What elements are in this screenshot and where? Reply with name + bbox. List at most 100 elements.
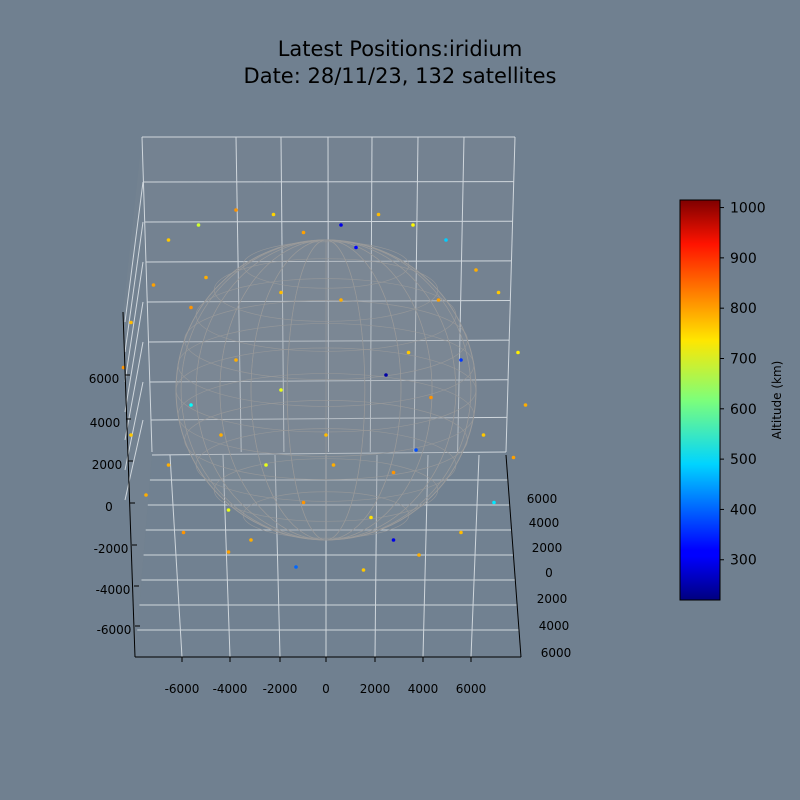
satellite-point bbox=[234, 208, 238, 212]
satellite-point bbox=[166, 238, 171, 242]
satellite-point bbox=[301, 500, 306, 505]
chart-title-line1: Latest Positions:iridium bbox=[277, 37, 523, 61]
satellite-point bbox=[189, 305, 193, 310]
satellite-point bbox=[417, 553, 421, 557]
x-tick-label: -6000 bbox=[165, 682, 200, 696]
satellite-point bbox=[264, 463, 268, 467]
z-tick-label: 6000 bbox=[89, 372, 120, 386]
grid-line bbox=[150, 416, 507, 421]
y-tick-label: 4000 bbox=[539, 619, 570, 633]
colorbar-label: Altitude (km) bbox=[770, 361, 784, 440]
colorbar-tick-label: 400 bbox=[730, 502, 757, 518]
satellite-point bbox=[301, 230, 306, 235]
grid-line bbox=[144, 220, 513, 223]
colorbar-gradient bbox=[679, 199, 721, 601]
satellite-point bbox=[361, 568, 366, 572]
satellite-point bbox=[331, 463, 336, 467]
z-tick-label: 2000 bbox=[92, 458, 123, 472]
grid-line bbox=[369, 136, 373, 453]
satellite-point bbox=[234, 358, 238, 362]
z-tick-label: -2000 bbox=[94, 542, 129, 556]
parallel-line bbox=[177, 373, 475, 457]
y-tick-label: 6000 bbox=[527, 492, 558, 506]
grid-line bbox=[327, 136, 330, 453]
satellite-point bbox=[474, 268, 478, 272]
parallel-line bbox=[175, 347, 477, 433]
satellite-point bbox=[492, 500, 496, 505]
grid-line bbox=[124, 301, 144, 413]
grid-line bbox=[505, 136, 516, 453]
colorbar: 300 400 500 600 700 800 900 1000 Altitude (km) bbox=[679, 199, 784, 601]
grid-line bbox=[145, 260, 512, 263]
chart-title-line2: Date: 28/11/23, 132 satellites bbox=[243, 64, 557, 88]
x-tick-label: 6000 bbox=[456, 682, 487, 696]
parallel-line bbox=[242, 241, 410, 289]
satellite-point bbox=[226, 508, 231, 512]
colorbar-ticks: 300 400 500 600 700 800 900 1000 bbox=[720, 201, 766, 569]
z-tick-label: -4000 bbox=[96, 583, 131, 597]
parallel-line bbox=[213, 458, 439, 522]
z-axis-line bbox=[122, 311, 136, 658]
colorbar-tick-label: 900 bbox=[730, 251, 757, 267]
satellite-point bbox=[271, 212, 276, 217]
parallel-line bbox=[213, 258, 439, 322]
grid-line bbox=[147, 299, 511, 303]
colorbar-tick-label: 800 bbox=[730, 301, 757, 317]
satellite-point bbox=[444, 238, 448, 242]
satellite-point bbox=[181, 530, 186, 535]
meridian-line bbox=[180, 239, 472, 541]
y-axis-ticks: 6000 4000 2000 0 2000 4000 6000 bbox=[527, 492, 572, 660]
satellite-point bbox=[151, 283, 156, 287]
satellite-point bbox=[249, 538, 253, 542]
satellite-point bbox=[369, 515, 373, 520]
satellite-point bbox=[226, 550, 231, 554]
satellite-point bbox=[354, 245, 358, 250]
grid-line bbox=[274, 454, 281, 658]
satellite-point bbox=[429, 395, 433, 400]
satellite-point bbox=[129, 320, 133, 325]
satellite-point bbox=[294, 565, 298, 569]
satellite-point bbox=[324, 433, 328, 437]
grid-line bbox=[280, 136, 285, 453]
parallel-line bbox=[195, 278, 457, 352]
satellite-point bbox=[406, 350, 411, 355]
satellite-point bbox=[391, 470, 396, 475]
y-tick-label: 0 bbox=[545, 566, 553, 580]
x-tick-label: 4000 bbox=[408, 682, 439, 696]
colorbar-tick-label: 500 bbox=[730, 452, 757, 468]
grid-line bbox=[149, 379, 509, 383]
satellite-point bbox=[516, 350, 520, 355]
x-axis-ticks: -6000 -4000 -2000 0 2000 4000 6000 bbox=[165, 657, 487, 696]
satellite-point bbox=[496, 290, 501, 295]
satellite-point bbox=[459, 530, 463, 535]
z-axis-ticks: 6000 4000 2000 0 -2000 -4000 -6000 bbox=[89, 372, 140, 637]
satellite-point bbox=[204, 275, 208, 280]
satellite-point bbox=[459, 358, 463, 362]
parallel-line bbox=[242, 491, 410, 539]
satellite-point bbox=[166, 463, 171, 467]
y-tick-label: 4000 bbox=[529, 516, 560, 530]
x-tick-label: 2000 bbox=[360, 682, 391, 696]
grid-line bbox=[124, 181, 144, 323]
grid-line bbox=[235, 136, 242, 453]
satellite-point bbox=[414, 448, 418, 452]
chart-title: Latest Positions:iridium Date: 28/11/23,… bbox=[150, 36, 650, 90]
satellite-point bbox=[196, 223, 201, 227]
colorbar-tick-label: 700 bbox=[730, 351, 757, 367]
grid-line bbox=[124, 221, 144, 353]
satellite-point bbox=[523, 403, 528, 407]
y-tick-label: 2000 bbox=[537, 592, 568, 606]
earth-sphere bbox=[175, 239, 477, 541]
satellite-point bbox=[279, 388, 283, 392]
axis-lines bbox=[122, 311, 522, 658]
y-axis-line bbox=[505, 454, 522, 658]
z-tick-label: 4000 bbox=[90, 416, 121, 430]
satellite-points bbox=[121, 208, 528, 572]
grid-line bbox=[169, 454, 183, 658]
satellite-point bbox=[339, 223, 343, 227]
satellite-point bbox=[481, 433, 486, 437]
satellite-point bbox=[339, 298, 343, 302]
grid-line bbox=[374, 454, 378, 658]
z-tick-label: -6000 bbox=[97, 623, 132, 637]
parallel-line bbox=[184, 400, 468, 480]
